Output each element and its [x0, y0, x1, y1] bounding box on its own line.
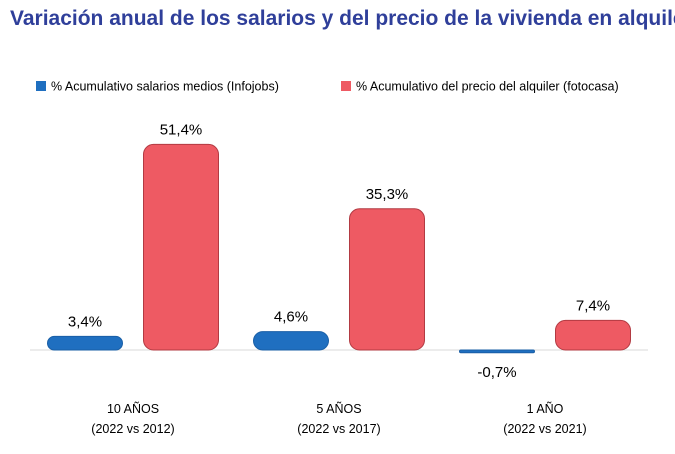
- data-label-alquiler-0: 51,4%: [160, 121, 203, 138]
- bar-alquiler-2: [555, 319, 631, 351]
- data-labels-group: 3,4% 4,6% -0,7% 51,4% 35,3% 7,4%: [68, 121, 610, 380]
- data-label-alquiler-1: 35,3%: [366, 186, 409, 203]
- legend-swatch-salarios: [36, 81, 46, 91]
- bar-alquiler-0: [143, 143, 219, 351]
- legend: % Acumulativo salarios medios (Infojobs)…: [36, 80, 619, 94]
- data-label-salarios-0: 3,4%: [68, 313, 102, 330]
- data-label-alquiler-2: 7,4%: [576, 297, 610, 314]
- category-label-0-line-0: 10 AÑOS: [107, 402, 159, 416]
- legend-label-salarios: % Acumulativo salarios medios (Infojobs): [51, 80, 279, 94]
- bar-salarios-1: [253, 331, 329, 351]
- bar-salarios-2: [459, 349, 535, 354]
- data-label-salarios-2: -0,7%: [477, 364, 516, 381]
- category-label-1-line-0: 5 AÑOS: [316, 402, 361, 416]
- category-label-2-line-1: (2022 vs 2021): [503, 422, 586, 436]
- bars-group: [47, 143, 631, 354]
- bar-salarios-0: [47, 335, 123, 351]
- legend-swatch-alquiler: [341, 81, 351, 91]
- category-label-2-line-0: 1 AÑO: [527, 402, 564, 416]
- legend-label-alquiler: % Acumulativo del precio del alquiler (f…: [356, 80, 619, 94]
- bar-alquiler-1: [349, 208, 425, 351]
- category-labels-group: 10 AÑOS (2022 vs 2012) 5 AÑOS (2022 vs 2017…: [91, 402, 586, 436]
- chart-title: Variación anual de los salarios y del pr…: [10, 7, 675, 30]
- data-label-salarios-1: 4,6%: [274, 309, 308, 326]
- category-label-1-line-1: (2022 vs 2017): [297, 422, 380, 436]
- category-label-0-line-1: (2022 vs 2012): [91, 422, 174, 436]
